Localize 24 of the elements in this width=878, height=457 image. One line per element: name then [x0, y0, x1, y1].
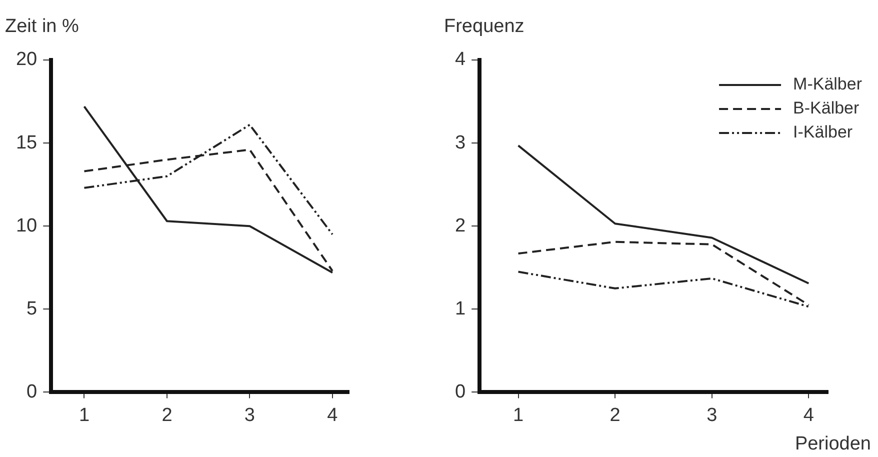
legend-label: I-Kälber: [793, 122, 853, 142]
y-tick-label: 10: [16, 215, 38, 236]
y-tick-label: 20: [16, 49, 38, 70]
y-tick-label: 0: [26, 381, 38, 402]
y-tick-label: 1: [454, 298, 466, 320]
x-axis-title: Perioden: [794, 434, 871, 455]
legend-label: B-Kälber: [793, 98, 860, 118]
y-tick-label: 4: [454, 49, 466, 70]
x-tick-label: 2: [610, 404, 620, 426]
y-tick-label: 0: [454, 381, 466, 402]
x-tick-label: 1: [78, 404, 90, 426]
x-tick-label: 1: [512, 404, 524, 426]
y-axis-title: Frequenz: [444, 16, 524, 37]
x-tick-label: 3: [244, 404, 255, 426]
x-tick-label: 4: [803, 404, 814, 426]
x-tick-label: 4: [327, 404, 338, 426]
legend-label: M-Kälber: [793, 74, 862, 94]
x-tick-label: 3: [706, 404, 718, 426]
y-axis-title: Zeit in %: [5, 16, 80, 37]
y-tick-label: 15: [16, 132, 38, 154]
y-tick-label: 2: [454, 215, 466, 236]
y-tick-label: 3: [454, 132, 466, 154]
y-tick-label: 5: [26, 298, 38, 320]
x-tick-label: 2: [162, 404, 172, 426]
